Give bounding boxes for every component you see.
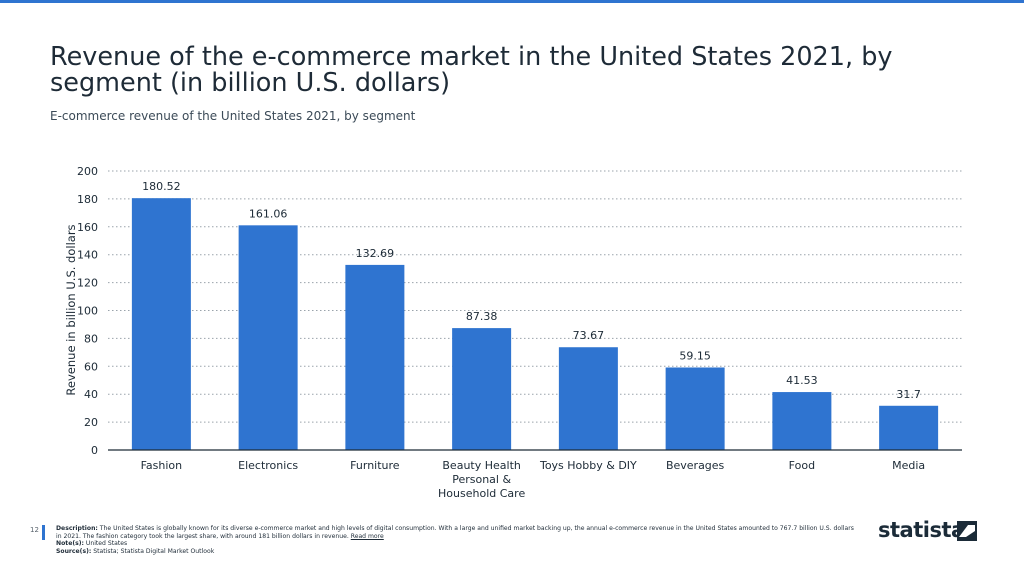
y-tick-label: 40 [84,388,98,401]
data-label: 73.67 [573,329,605,342]
bar[interactable] [772,392,832,450]
y-tick-label: 100 [77,305,98,318]
description-label: Description: [56,525,98,532]
y-tick-label: 60 [84,360,98,373]
x-tick-label: Fashion [141,459,183,472]
data-label: 31.7 [896,388,921,401]
notes-text: United States [85,540,128,548]
footer: 12 Description: The United States is glo… [0,518,1024,576]
bar[interactable] [452,328,512,450]
statista-mark-icon [957,521,977,541]
data-label: 59.15 [679,349,711,362]
x-axis: Fashion Electronics Furniture Beauty Health… [108,449,962,500]
page-number: 12 [30,526,39,534]
description-text: The United States is globally known for … [56,525,854,540]
data-label: 180.52 [142,180,181,193]
data-label: 161.06 [249,207,288,220]
bar[interactable] [665,367,725,450]
y-axis: 0 20 40 60 80 100 120 140 160 180 200 [77,165,98,457]
chart-subtitle: E-commerce revenue of the United States … [50,109,416,123]
x-tick-label: Furniture [350,459,400,472]
data-label: 87.38 [466,310,498,323]
y-tick-label: 80 [84,332,98,345]
statista-logo[interactable]: statista [878,518,983,548]
y-tick-label: 160 [77,221,98,234]
data-label: 132.69 [356,247,395,260]
description-line: Description: The United States is global… [56,525,856,540]
bar[interactable] [131,198,191,450]
x-tick-label: Toys Hobby & DIY [539,459,637,472]
chart-title: Revenue of the e-commerce market in the … [50,42,893,98]
x-tick-label: Media [892,459,925,472]
bar[interactable] [879,405,939,450]
footer-accent-bar [42,525,45,540]
y-tick-label: 180 [77,193,98,206]
x-tick-label: Beauty Health Personal & Household Care [438,459,525,500]
sources-text: Statista; Statista Digital Market Outloo… [93,547,215,555]
x-tick-label: Food [789,459,815,472]
sources-label: Source(s): [56,547,92,555]
bar[interactable] [345,264,405,450]
read-more-link[interactable]: Read more [350,532,384,540]
bar-chart: 0 20 40 60 80 100 120 140 160 180 200 180.52 161.06… [64,165,962,500]
x-tick-label: Beverages [666,459,725,472]
logo-wordmark: statista [878,518,965,542]
data-label: 41.53 [786,374,818,387]
gridlines [108,170,962,423]
sources-line: Source(s): Statista; Statista Digital Ma… [56,548,856,556]
y-tick-label: 140 [77,249,98,262]
y-tick-label: 120 [77,277,98,290]
y-tick-label: 200 [77,165,98,178]
notes-line: Note(s): United States [56,540,856,548]
y-axis-label: Revenue in billion U.S. dollars [64,224,78,395]
x-tick-label: Electronics [238,459,298,472]
y-tick-label: 0 [91,444,98,457]
bar[interactable] [238,225,298,450]
value-labels: 180.52 161.06 132.69 87.38 73.67 59.15 41.53 31… [142,180,921,401]
bar[interactable] [558,347,618,450]
bars [131,198,939,450]
footer-text: Description: The United States is global… [56,525,856,555]
top-accent-bar [0,0,1024,3]
y-tick-label: 20 [84,416,98,429]
notes-label: Note(s): [56,540,84,548]
